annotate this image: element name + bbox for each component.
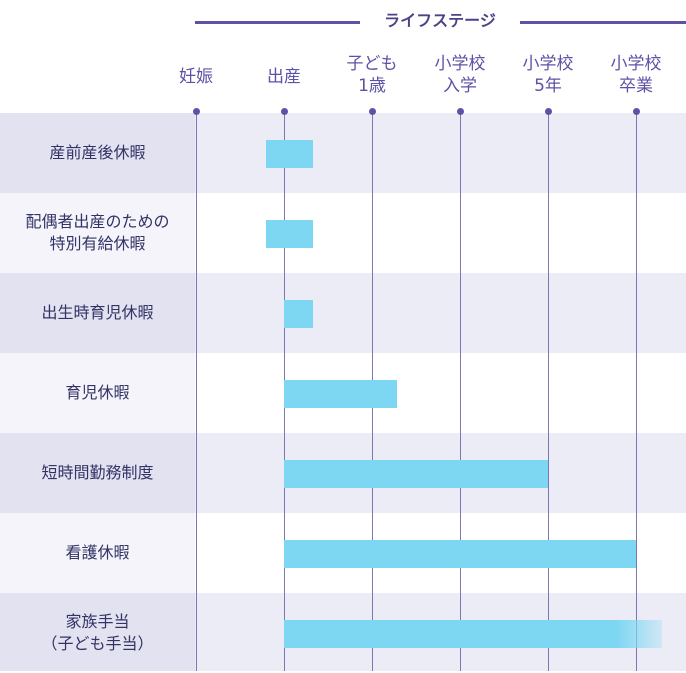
row-label: 看護休暇 — [0, 513, 195, 593]
period-bar — [284, 620, 663, 648]
period-bar — [284, 380, 397, 408]
period-bar — [266, 220, 314, 248]
stage-label-line: 出産 — [267, 67, 301, 87]
row-label-line: 出生時育児休暇 — [41, 303, 154, 322]
period-bar — [266, 140, 314, 168]
stage-label-birth: 出産 — [244, 66, 324, 88]
stage-dot-elementary-entry — [456, 108, 464, 115]
row-label-background — [0, 513, 195, 593]
row-label: 出生時育児休暇 — [0, 273, 195, 353]
row-label-background — [0, 193, 195, 273]
stage-label-pregnancy: 妊娠 — [156, 66, 236, 88]
stage-line-elementary-5th — [547, 111, 549, 671]
period-bar — [284, 300, 314, 328]
stage-label-line: 子ども — [346, 54, 398, 74]
row-label: 産前産後休暇 — [0, 113, 195, 193]
row-label-line: （子ども手当） — [41, 634, 154, 653]
row-label-line: 看護休暇 — [65, 543, 130, 562]
stage-label-line: 5年 — [534, 76, 562, 96]
stage-label-line: 卒業 — [619, 76, 653, 96]
stage-label-elementary-grad: 小学校 卒業 — [596, 53, 676, 97]
row-label-background — [0, 433, 195, 513]
row-label-line: 家族手当 — [65, 612, 130, 631]
row-label: 育児休暇 — [0, 353, 195, 433]
header-title: ライフステージ — [384, 11, 496, 30]
row-label: 家族手当 （子ども手当） — [0, 593, 195, 673]
row-label-line: 短時間勤務制度 — [41, 463, 154, 482]
stage-label-line: 妊娠 — [179, 67, 213, 87]
stage-label-elementary-entry: 小学校 入学 — [420, 53, 500, 97]
period-bar — [284, 540, 636, 568]
row-label-background — [0, 593, 195, 671]
row-label-line: 育児休暇 — [65, 383, 130, 402]
stage-label-line: 小学校 — [522, 54, 574, 74]
stage-dot-pregnancy — [192, 108, 200, 115]
stage-line-pregnancy — [195, 111, 197, 671]
stage-label-age1: 子ども 1歳 — [332, 53, 412, 97]
stage-label-elementary-5th: 小学校 5年 — [508, 53, 588, 97]
stage-dot-elementary-5th — [544, 108, 552, 115]
row-label: 配偶者出産のための 特別有給休暇 — [0, 193, 195, 273]
stage-line-elementary-grad — [635, 111, 637, 671]
period-bar — [284, 460, 548, 488]
row-label-line: 配偶者出産のための — [25, 212, 170, 231]
row-label-line: 特別有給休暇 — [49, 234, 146, 253]
stage-label-line: 小学校 — [610, 54, 662, 74]
stage-line-elementary-entry — [459, 111, 461, 671]
stage-label-line: 1歳 — [358, 76, 386, 96]
row-label: 短時間勤務制度 — [0, 433, 195, 513]
row-label-line: 産前産後休暇 — [49, 143, 146, 162]
stage-dot-elementary-grad — [632, 108, 640, 115]
header-line-left — [195, 21, 360, 24]
stage-label-line: 入学 — [443, 76, 477, 96]
row-label-background — [0, 273, 195, 353]
header-line-right — [520, 21, 686, 24]
row-label-background — [0, 113, 195, 193]
stage-dot-birth — [280, 108, 288, 115]
row-label-background — [0, 353, 195, 433]
stage-dot-age1 — [368, 108, 376, 115]
stage-label-line: 小学校 — [434, 54, 486, 74]
